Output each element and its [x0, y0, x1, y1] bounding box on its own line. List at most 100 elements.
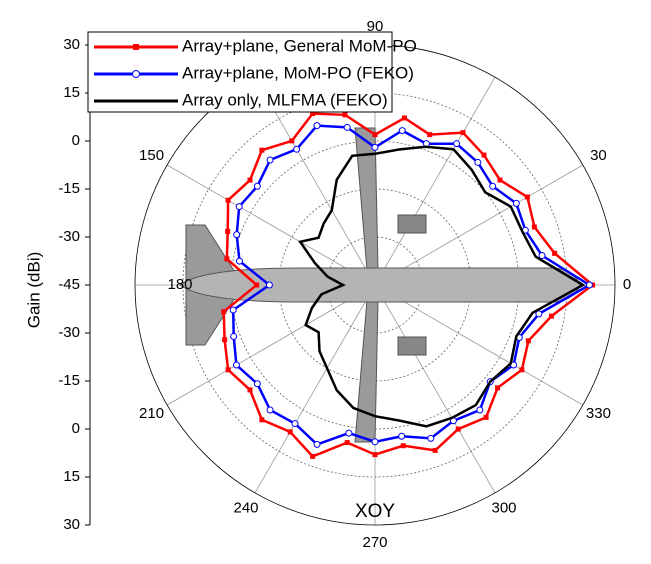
marker: [497, 177, 503, 183]
marker: [489, 182, 497, 190]
marker: [525, 338, 531, 344]
y-tick-label: -15: [58, 372, 80, 389]
marker: [476, 406, 484, 414]
marker: [344, 440, 350, 446]
airplane: [179, 127, 581, 443]
marker: [372, 452, 378, 458]
marker: [427, 132, 433, 138]
marker: [524, 194, 530, 200]
spoke: [254, 284, 376, 494]
marker: [253, 182, 261, 190]
marker: [398, 127, 406, 135]
spoke: [374, 164, 584, 286]
angle-label: 240: [233, 499, 258, 516]
y-tick-label: 30: [63, 516, 80, 533]
spoke: [166, 164, 376, 286]
marker: [247, 387, 253, 393]
marker: [371, 143, 379, 151]
marker: [372, 132, 378, 138]
marker: [265, 281, 273, 289]
angle-label: 300: [491, 499, 516, 516]
spoke: [374, 76, 496, 286]
marker: [229, 306, 237, 314]
marker: [287, 429, 293, 435]
angle-label: 150: [139, 147, 164, 164]
marker: [253, 380, 261, 388]
marker: [225, 228, 231, 234]
spoke: [374, 284, 496, 494]
angle-label: 270: [362, 534, 387, 551]
marker: [293, 145, 301, 153]
marker: [455, 426, 461, 432]
angle-label: 0: [623, 276, 631, 293]
y-tick-label: 15: [63, 468, 80, 485]
marker: [535, 310, 543, 318]
marker: [289, 138, 295, 144]
marker: [266, 156, 274, 164]
marker: [552, 250, 558, 256]
marker: [474, 158, 482, 166]
marker: [313, 440, 321, 448]
marker: [247, 177, 253, 183]
marker: [222, 337, 228, 343]
marker: [519, 367, 525, 373]
marker: [345, 429, 353, 437]
marker: [531, 224, 537, 230]
marker: [585, 281, 593, 289]
marker: [401, 115, 407, 121]
marker: [453, 140, 461, 148]
marker: [291, 420, 299, 428]
marker: [483, 414, 489, 420]
y-tick-label: 30: [63, 36, 80, 53]
marker: [266, 406, 274, 414]
marker: [259, 417, 265, 423]
marker: [221, 309, 227, 315]
marker: [400, 443, 406, 449]
y-tick-label: -15: [58, 180, 80, 197]
marker: [538, 252, 546, 260]
marker: [310, 111, 316, 117]
y-tick-label: 0: [72, 132, 80, 149]
marker: [225, 197, 231, 203]
angle-label: 30: [590, 147, 607, 164]
angle-label: 180: [167, 276, 192, 293]
marker: [230, 332, 238, 340]
legend-label: Array+plane, MoM-PO (FEKO): [182, 63, 414, 82]
annotation: XOY: [355, 501, 395, 522]
y-tick-label: -45: [58, 276, 80, 293]
marker: [342, 112, 348, 118]
marker: [254, 282, 260, 288]
angle-label: 90: [367, 18, 384, 35]
marker: [224, 256, 230, 262]
legend-marker: [132, 70, 140, 78]
y-tick-label: -30: [58, 228, 80, 245]
y-axis-label: Gain (dBi): [24, 252, 43, 329]
y-tick-label: 0: [72, 420, 80, 437]
marker: [398, 432, 406, 440]
marker: [235, 257, 243, 265]
marker: [371, 438, 379, 446]
y-tick-label: 15: [63, 84, 80, 101]
marker: [233, 231, 241, 239]
marker: [548, 313, 554, 319]
marker: [235, 203, 243, 211]
marker: [427, 434, 435, 442]
series-line: [298, 145, 586, 428]
y-tick-label: -30: [58, 324, 80, 341]
marker: [313, 122, 321, 130]
marker: [225, 367, 231, 373]
marker: [460, 130, 466, 136]
marker: [495, 385, 501, 391]
spoke: [374, 284, 584, 406]
spoke: [166, 284, 376, 406]
legend-label: Array+plane, General MoM-PO: [182, 36, 417, 55]
legend-marker: [133, 44, 139, 50]
marker: [343, 123, 351, 131]
marker: [481, 152, 487, 158]
marker: [259, 147, 265, 153]
angle-label: 330: [586, 405, 611, 422]
marker: [432, 447, 438, 453]
legend-label: Array only, MLFMA (FEKO): [182, 90, 388, 109]
angle-label: 210: [139, 405, 164, 422]
